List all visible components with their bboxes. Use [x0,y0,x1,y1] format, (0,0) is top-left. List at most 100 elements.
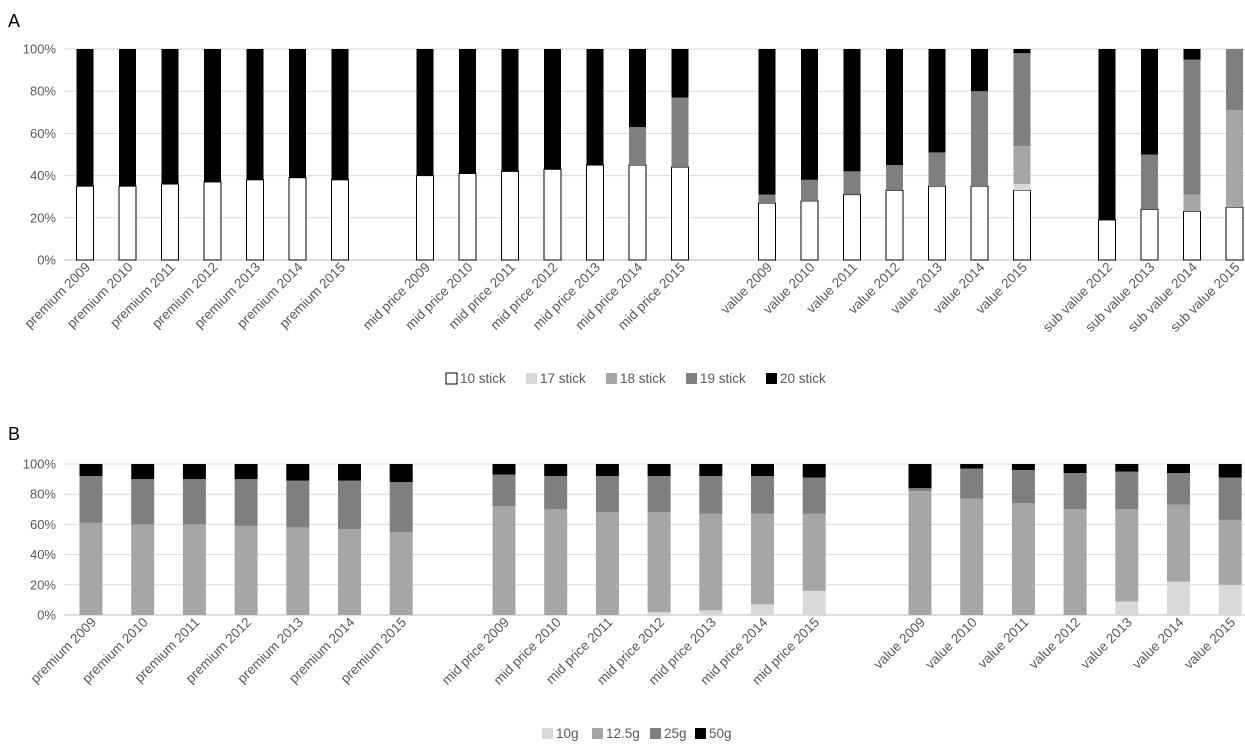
bar-b-value-2009-50g [908,464,932,489]
bar-b-value-2011-50g [1011,464,1035,471]
bar-b-premium-2009-12-5g [79,522,103,615]
bar-a-premium-2012-20-stick [204,49,221,182]
bar-b-mid-price-2013-10g [699,610,723,615]
bar-b-premium-2009-50g [79,464,103,477]
bar-b-premium-2012-50g [234,464,258,480]
x-label-b-value-2013: value 2013 [1078,615,1135,672]
bar-b-value-2013-12-5g [1115,509,1139,602]
bar-b-value-2014-25g [1167,473,1190,505]
bar-b-premium-2012-12-5g [234,525,258,615]
bar-b-premium-2010-12-5g [131,524,155,615]
bar-b-mid-price-2013-25g [699,476,723,514]
bar-a-sub-value-2012-20-stick [1098,49,1116,220]
bar-b-value-2009-25g [908,488,932,492]
bar-a-value-2014-10-stick [970,185,989,261]
bar-b-value-2010-25g [960,468,984,499]
y-tick-label-a-3: 60% [30,126,56,141]
bar-a-premium-2009-20-stick [76,49,94,187]
bar-b-premium-2011-25g [182,479,206,525]
legend-label-b-50g: 50g [709,726,732,741]
bar-a-value-2013-10-stick [928,185,946,261]
bar-b-value-2014-10g [1167,581,1190,615]
bar-b-value-2014-12-5g [1167,504,1190,582]
bar-b-mid-price-2014-25g [751,476,774,514]
bar-b-premium-2012-25g [234,479,258,526]
bar-b-value-2011-25g [1011,470,1035,504]
bar-a-mid-price-2015-19-stick [671,97,689,168]
bar-b-mid-price-2012-25g [647,476,671,513]
legend-label-a-17-stick: 17 stick [540,371,586,386]
bar-a-premium-2012-10-stick [203,181,222,261]
bar-b-mid-price-2009-25g [492,474,516,507]
panel-label-a: A [8,11,20,31]
bar-a-value-2015-17-stick [1013,184,1031,191]
bar-a-value-2015-18-stick [1013,146,1031,185]
bar-b-premium-2015-50g [389,464,413,483]
bar-b-premium-2011-50g [182,464,206,480]
bar-a-sub-value-2014-10-stick [1183,210,1201,261]
y-tick-label-b-2: 40% [30,547,56,562]
bar-a-mid-price-2015-10-stick [671,166,689,261]
bar-a-premium-2009-10-stick [76,185,94,261]
x-label-b-value-2015: value 2015 [1181,615,1238,672]
x-label-b-value-2014: value 2014 [1129,614,1187,672]
bar-a-value-2011-20-stick [843,49,861,172]
bar-a-value-2015-10-stick [1013,189,1031,261]
bar-a-mid-price-2011-10-stick [501,170,519,261]
bar-a-value-2013-20-stick [928,49,946,153]
y-tick-label-a-1: 20% [30,210,56,225]
bar-a-sub-value-2015-18-stick [1226,110,1243,208]
bar-b-premium-2014-50g [338,464,361,481]
bar-a-mid-price-2010-20-stick [459,49,476,174]
bar-b-mid-price-2012-10g [647,611,671,615]
bar-b-mid-price-2009-12-5g [492,506,516,615]
legend-label-b-12-5g: 12.5g [606,726,640,741]
bar-a-value-2015-19-stick [1013,53,1031,147]
bar-a-premium-2014-20-stick [289,49,306,178]
bar-a-sub-value-2013-10-stick [1140,208,1159,261]
bar-b-mid-price-2010-50g [544,464,568,477]
bar-b-premium-2013-25g [286,480,310,528]
bar-b-value-2015-50g [1218,464,1242,478]
bar-a-premium-2015-10-stick [331,179,349,261]
bar-a-value-2010-20-stick [801,49,818,180]
bar-b-mid-price-2011-50g [595,464,619,477]
bar-b-premium-2014-25g [338,480,361,529]
y-tick-label-a-0: 0% [37,253,56,268]
bar-b-premium-2009-25g [79,476,103,523]
bar-b-value-2012-12-5g [1063,509,1087,615]
bar-a-value-2009-10-stick [758,202,776,261]
bar-a-mid-price-2013-10-stick [586,164,604,261]
bar-b-premium-2014-12-5g [338,528,361,615]
legend-label-a-20-stick: 20 stick [780,371,826,386]
y-tick-label-b-0: 0% [37,608,56,623]
bar-a-sub-value-2012-10-stick [1098,219,1116,261]
bar-b-mid-price-2012-12-5g [647,512,671,612]
bar-a-premium-2014-10-stick [288,177,307,261]
bar-a-mid-price-2010-10-stick [458,172,477,261]
bar-b-value-2013-50g [1115,464,1139,472]
bar-a-mid-price-2012-10-stick [543,168,562,261]
legend-label-b-25g: 25g [664,726,687,741]
bar-a-premium-2010-20-stick [119,49,136,187]
bar-b-mid-price-2015-50g [802,464,826,478]
bar-a-premium-2015-20-stick [331,49,349,180]
bar-b-premium-2011-12-5g [182,524,206,615]
legend-swatch-a-19-stick [686,373,697,384]
bar-b-mid-price-2012-50g [647,464,671,477]
legend-swatch-a-10-stick [445,372,458,385]
bar-b-mid-price-2009-50g [492,464,516,475]
bar-b-value-2012-25g [1063,473,1087,510]
bar-a-premium-2011-20-stick [161,49,179,185]
panel-label-b: B [8,424,20,444]
legend-label-a-19-stick: 19 stick [700,371,746,386]
bar-a-sub-value-2014-20-stick [1183,49,1201,60]
bar-a-sub-value-2015-10-stick [1225,206,1244,261]
bar-a-value-2009-20-stick [758,49,776,195]
bar-b-mid-price-2014-12-5g [751,513,774,605]
bar-b-value-2014-50g [1167,464,1190,474]
bar-b-value-2015-12-5g [1218,519,1242,585]
bar-b-value-2015-10g [1218,584,1242,615]
